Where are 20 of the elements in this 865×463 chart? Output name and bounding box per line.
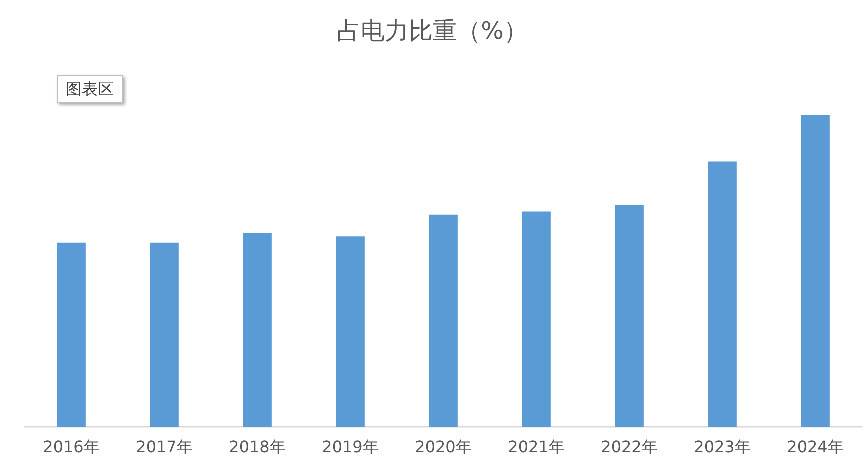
- bar: [57, 242, 86, 427]
- x-tick-label: 2018年: [229, 438, 286, 456]
- x-tick-label: 2021年: [508, 438, 565, 456]
- x-tick-label: 2022年: [601, 438, 658, 456]
- text: 图表区: [66, 80, 114, 98]
- bar: [243, 234, 272, 427]
- x-tick-label: 2016年: [43, 438, 100, 456]
- bar: [708, 162, 737, 427]
- x-tick-label: 2024年: [787, 438, 844, 456]
- x-tick-label: 2023年: [694, 438, 751, 456]
- bar: [615, 205, 644, 427]
- x-tick-label: 2020年: [415, 438, 472, 456]
- bar: [150, 242, 179, 427]
- bar: [522, 212, 551, 427]
- chart-title: 占电力比重（%）: [337, 17, 528, 45]
- x-tick-label: 2019年: [322, 438, 379, 456]
- bar: [429, 214, 458, 427]
- bar: [336, 236, 365, 427]
- bar: [801, 115, 830, 427]
- x-tick-label: 2017年: [136, 438, 193, 456]
